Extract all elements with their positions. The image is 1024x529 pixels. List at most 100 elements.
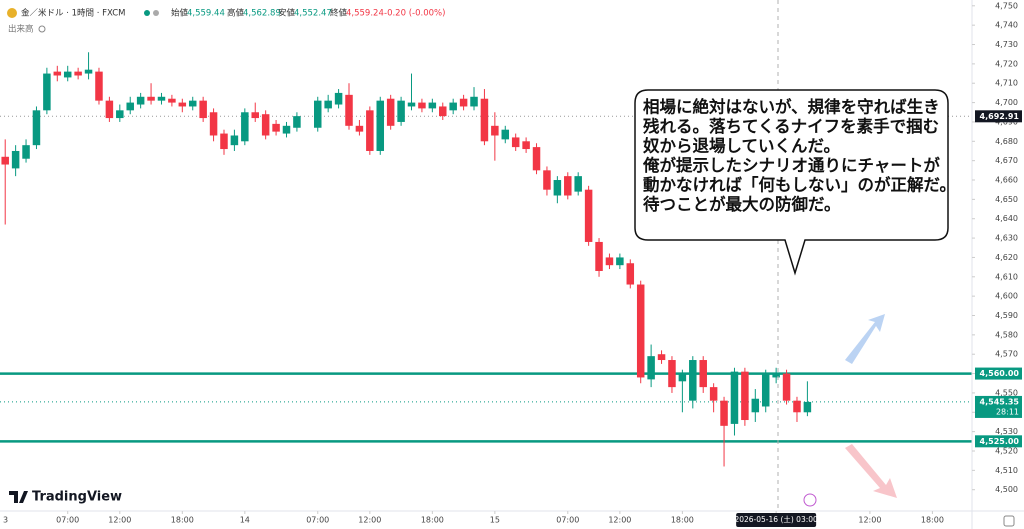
eye-icon[interactable] [38, 25, 46, 33]
candle-body [428, 102, 437, 109]
y-tick-label: 4,670 [995, 156, 1018, 165]
y-tick-label: 4,520 [995, 446, 1018, 455]
candle-body [522, 141, 530, 150]
x-tick-label: 18:00 [671, 516, 694, 525]
y-tick-label: 4,600 [995, 292, 1018, 301]
y-tick-label: 4,620 [995, 253, 1018, 262]
candle-body [699, 360, 707, 388]
y-tick-label: 4,740 [995, 21, 1018, 30]
countdown: 28:11 [996, 407, 1019, 416]
volume-label: 出来高 [8, 24, 34, 35]
candle-body [43, 73, 51, 111]
plot-area [0, 52, 972, 467]
last-price-box [975, 395, 1022, 418]
level-label-box [975, 367, 1022, 380]
candle-body [241, 112, 249, 142]
candle-body [730, 371, 739, 424]
x-tick-label: 3 [3, 516, 8, 525]
brand-name: TradingView [32, 490, 122, 505]
open-value: 4,559.44 [187, 9, 225, 19]
candle-body [470, 96, 478, 107]
bubble-line: 奴から退場していくんだ。 [642, 136, 840, 156]
bubble-line: 動かなければ「何もしない」のが正解だ。 [643, 175, 956, 195]
open-label: 始値 [171, 8, 189, 19]
candle-body [543, 170, 551, 190]
y-tick-label: 4,720 [995, 59, 1018, 68]
candle-body [84, 69, 93, 74]
speech-bubble: 相場に絶対はないが、規律を守れば生き残れる。落ちてくるナイフを素手で掴む奴から退… [634, 89, 956, 276]
x-tick-label: 07:00 [56, 516, 79, 525]
candle-body [116, 110, 124, 119]
level-label: 4,525.00 [980, 437, 1020, 446]
x-tick-label: 12:00 [608, 516, 631, 525]
candle-body [647, 356, 655, 380]
candle-body [324, 100, 332, 109]
candle-body [199, 100, 207, 119]
y-tick-label: 4,550 [995, 388, 1018, 397]
candle-body [616, 257, 624, 266]
candle-body [553, 180, 562, 196]
y-tick-label: 4,650 [995, 195, 1018, 204]
bubble-shape [634, 89, 949, 276]
y-tick-label: 4,640 [995, 214, 1018, 223]
y-tick-label: 4,660 [995, 176, 1018, 185]
status-dot [153, 10, 159, 16]
x-tick-label: 07:00 [556, 516, 579, 525]
arrow-up [845, 314, 885, 364]
candle-body [803, 401, 812, 413]
y-tick-label: 4,630 [995, 234, 1018, 243]
candle-body [22, 145, 30, 159]
candle-body [407, 102, 416, 107]
y-tick-label: 4,510 [995, 466, 1018, 475]
candle-body [74, 71, 82, 76]
x-tick-highlight [736, 513, 817, 527]
candle-body [272, 123, 280, 132]
candle-body [366, 110, 374, 151]
event-icon[interactable] [803, 493, 817, 507]
candle-body [709, 387, 718, 401]
x-tick-label: 07:00 [306, 516, 329, 525]
candle-body [105, 100, 114, 119]
y-tick-label: 4,730 [995, 40, 1018, 49]
candle-body [136, 96, 145, 105]
candle-body [439, 106, 447, 117]
level-label-box [975, 435, 1022, 448]
candle-body [168, 98, 176, 103]
candle-body [636, 284, 645, 378]
x-tick-label: 18:00 [171, 516, 194, 525]
candle-body [11, 150, 20, 169]
candle-body [334, 92, 343, 105]
candle-body [626, 263, 635, 285]
change: -0.20 (-0.00%) [384, 9, 445, 19]
candle-body [459, 98, 468, 107]
candle-body [261, 114, 270, 136]
candle-body [386, 98, 395, 126]
candle-body [293, 116, 301, 128]
candle-body [782, 373, 791, 401]
candle-body [1, 156, 9, 165]
close-label: 終値 [330, 8, 348, 19]
bubble-line: 俺が提示したシナリオ通りにチャートが [642, 155, 940, 175]
candle-body [772, 373, 780, 378]
low-value: 4,552.47 [294, 9, 332, 19]
candle-body [720, 400, 728, 426]
candle-body [188, 100, 197, 107]
reference-label: 4,692.91 [980, 112, 1020, 121]
candle-body [63, 71, 72, 78]
x-tick-label: 2026-05-16 (土) 03:00 [734, 514, 818, 524]
arrow-down [845, 444, 897, 498]
candle-body [449, 102, 457, 111]
settings-icon[interactable] [1003, 515, 1015, 527]
candle-body [501, 129, 510, 140]
candle-body [157, 96, 166, 101]
candle-body [741, 371, 749, 421]
x-tick-label: 14 [240, 516, 250, 525]
x-tick-label: 12:00 [858, 516, 881, 525]
candle-body [564, 176, 572, 196]
y-tick-label: 4,610 [995, 272, 1018, 281]
symbol-icon [7, 8, 17, 18]
candle-body [355, 125, 364, 132]
